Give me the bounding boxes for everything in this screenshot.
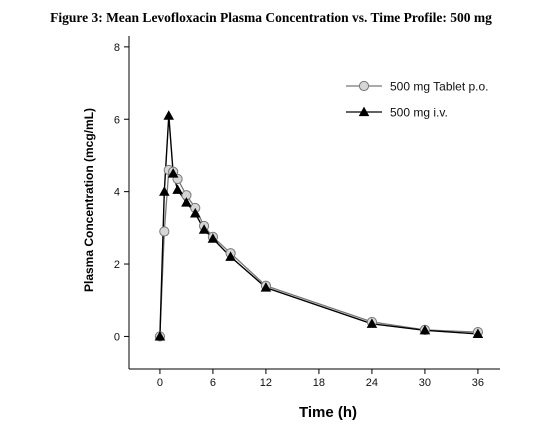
markers <box>154 110 484 342</box>
x-tick-label: 36 <box>472 377 484 389</box>
legend-marker-triangle <box>358 106 370 117</box>
x-tick-label: 18 <box>313 377 325 389</box>
data-point-iv <box>198 224 210 234</box>
data-point-iv <box>167 168 179 178</box>
x-tick-label: 6 <box>210 377 216 389</box>
legend-item: 500 mg i.v. <box>346 106 448 120</box>
legend-label: 500 mg i.v. <box>390 106 448 120</box>
series-line-iv <box>159 115 478 337</box>
data-point-iv <box>366 318 378 328</box>
y-tick-label: 0 <box>114 331 120 343</box>
data-point-iv <box>225 251 236 261</box>
chart-title: Figure 3: Mean Levofloxacin Plasma Conce… <box>50 10 492 25</box>
x-tick-label: 24 <box>366 377 378 389</box>
legend-marker-circle <box>358 80 370 92</box>
data-point-iv <box>472 328 484 338</box>
y-axis-label: Plasma Concentration (mcg/mL) <box>82 108 96 292</box>
y-tick-label: 6 <box>114 114 120 126</box>
data-point-tablet <box>159 226 170 237</box>
data-point-iv <box>163 110 175 120</box>
axes <box>128 36 500 370</box>
data-point-iv <box>189 207 201 218</box>
x-tick-label: 0 <box>157 377 163 389</box>
data-point-iv <box>207 233 219 243</box>
y-tick-label: 2 <box>114 259 120 271</box>
legend-label: 500 mg Tablet p.o. <box>390 80 489 94</box>
legend-item: 500 mg Tablet p.o. <box>346 80 489 94</box>
x-tick-label: 12 <box>260 377 272 389</box>
data-point-iv <box>181 197 192 207</box>
y-tick-label: 4 <box>114 187 120 199</box>
data-point-iv <box>172 184 183 194</box>
legend: 500 mg Tablet p.o. 500 mg i.v. <box>346 80 489 120</box>
data-point-iv <box>419 324 431 335</box>
series-line-tablet <box>159 168 478 337</box>
x-axis-label: Time (h) <box>299 404 357 421</box>
y-tick-label: 8 <box>114 42 120 54</box>
data-point-iv <box>159 186 170 196</box>
x-tick-label: 30 <box>419 377 431 389</box>
data-point-iv <box>260 282 272 292</box>
data-point-iv <box>154 331 166 341</box>
